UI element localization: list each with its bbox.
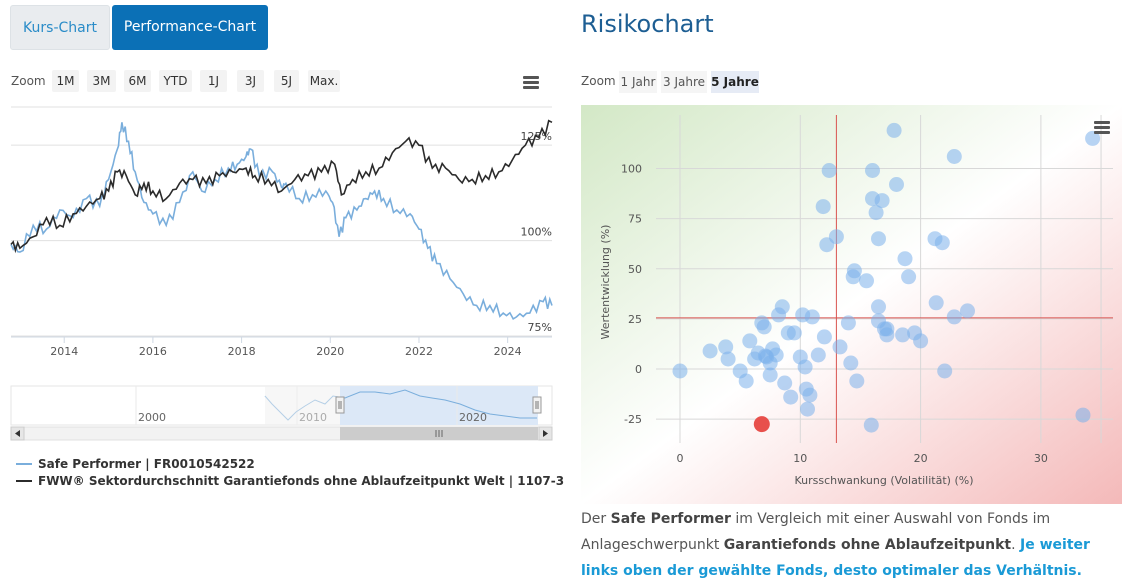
risk-chart: -25 0 25 50 75 100 0 10 20 30 Kursschwankung (Vola… [581,105,1122,504]
risk-scatter-point[interactable] [898,251,913,266]
risk-x-tick-label: 20 [914,452,928,465]
legend-fund-swatch [16,463,32,465]
risk-scatter-point[interactable] [757,319,772,334]
risk-scatter-point[interactable] [937,364,952,379]
risk-scatter-point[interactable] [798,360,813,375]
legend-fund-label: Safe Performer | FR0010542522 [38,457,255,471]
legend-fund[interactable]: Safe Performer | FR0010542522 [38,457,255,471]
risk-y-tick-label: 0 [635,363,642,376]
perf-y-tick-label: 75% [528,321,552,334]
risk-scatter-point[interactable] [763,368,778,383]
risk-scatter-point[interactable] [859,273,874,288]
risk-y-tick-label: 50 [628,263,642,276]
risk-scatter-point[interactable] [833,339,848,354]
risk-highlight-point[interactable] [754,416,770,432]
risk-title: Risikochart [581,10,714,38]
risk-scatter-point[interactable] [887,123,902,138]
risk-scatter-point[interactable] [947,149,962,164]
navigator-handle-left[interactable] [336,397,344,413]
risk-x-tick-label: 10 [793,452,807,465]
risk-scatter-point[interactable] [960,303,975,318]
perf-x-tick-label: 2024 [494,345,522,358]
risk-scatter-point[interactable] [673,364,688,379]
risk-y-tick-label: 100 [621,163,642,176]
risk-y-tick-label: 75 [628,213,642,226]
risk-scatter-point[interactable] [829,229,844,244]
risk-scatter-point[interactable] [703,344,718,359]
risk-scatter-point[interactable] [929,295,944,310]
risk-scatter-point[interactable] [901,269,916,284]
risk-scatter-point[interactable] [775,299,790,314]
risk-x-tick-label: 0 [677,452,684,465]
legend-sector-swatch [16,480,32,482]
risk-y-tick-label: -25 [624,413,642,426]
risk-scatter-point[interactable] [811,348,826,363]
risk-scatter-point[interactable] [871,231,886,246]
navigator-mask [265,386,340,425]
perf-y-tick-label: 100% [521,226,552,239]
risk-scatter-point[interactable] [816,199,831,214]
risk-scatter-point[interactable] [742,333,757,348]
risk-scatter-point[interactable] [879,321,894,336]
risk-scatter-point[interactable] [800,402,815,417]
risk-zoom-3-jahre[interactable]: 3 Jahre [661,71,707,93]
risk-scatter-point[interactable] [847,263,862,278]
risk-zoom-label: Zoom [581,74,616,88]
risk-scatter-point[interactable] [721,352,736,367]
risk-scatter-point[interactable] [777,376,792,391]
risk-scatter-point[interactable] [849,374,864,389]
risk-x-axis-title: Kursschwankung (Volatilität) (%) [795,474,974,487]
risk-scatter-point[interactable] [783,390,798,405]
legend-sector[interactable]: FWW® Sektordurchschnitt Garantiefonds oh… [38,474,564,488]
risk-scatter-point[interactable] [889,177,904,192]
perf-x-tick-label: 2022 [405,345,433,358]
risk-scatter-point[interactable] [935,235,950,250]
risk-scatter-point[interactable] [817,329,832,344]
risk-scatter-point[interactable] [822,163,837,178]
risk-zoom-5-jahre[interactable]: 5 Jahre [711,71,759,93]
risk-scatter-point[interactable] [758,349,773,364]
navigator-tick-label: 2000 [138,411,166,424]
risk-description: Der Safe Performer im Vergleich mit eine… [581,506,1126,584]
risk-scatter-point[interactable] [802,388,817,403]
risk-y-tick-label: 25 [628,313,642,326]
risk-scatter-point[interactable] [1076,408,1091,423]
risk-scatter-point[interactable] [864,418,879,433]
risk-scatter-point[interactable] [913,333,928,348]
perf-x-tick-label: 2014 [50,345,78,358]
risk-zoom-1-jahr[interactable]: 1 Jahr [619,71,657,93]
perf-x-tick-label: 2016 [139,345,167,358]
perf-x-tick-label: 2020 [316,345,344,358]
risk-y-axis-title: Wertentwicklung (%) [599,225,612,340]
risk-scatter-point[interactable] [787,325,802,340]
risk-scatter-point[interactable] [865,163,880,178]
risk-scatter-point[interactable] [875,193,890,208]
risk-scatter-point[interactable] [805,309,820,324]
perf-x-tick-label: 2018 [228,345,256,358]
risk-x-tick-label: 30 [1034,452,1048,465]
legend-sector-label: FWW® Sektordurchschnitt Garantiefonds oh… [38,474,564,488]
risk-chart-menu-icon[interactable] [1094,121,1110,134]
risk-scatter-point[interactable] [841,315,856,330]
risk-scatter-point[interactable] [843,356,858,371]
navigator-handle-right[interactable] [533,397,541,413]
navigator-tick-label: 2020 [459,411,487,424]
risk-scatter-point[interactable] [739,374,754,389]
risk-scatter-point[interactable] [871,299,886,314]
risk-scatter-point[interactable] [947,309,962,324]
fund-line [11,122,552,319]
